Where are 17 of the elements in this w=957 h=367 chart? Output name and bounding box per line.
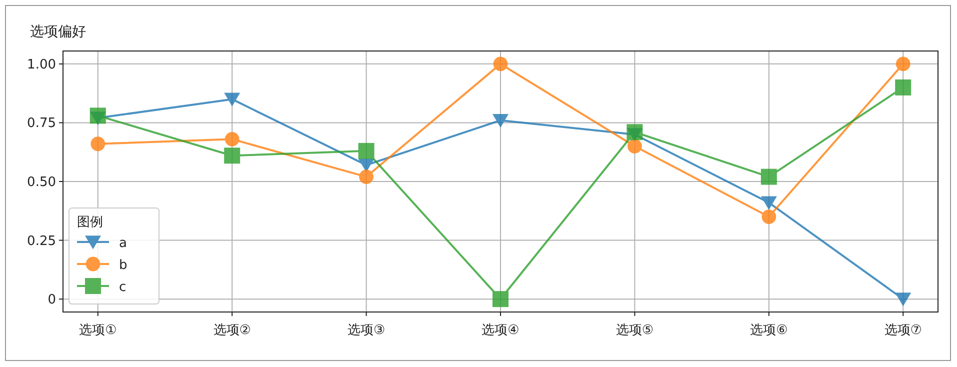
x-tick-label: 选项④ [482, 323, 520, 338]
x-tick-label: 选项⑦ [884, 323, 922, 338]
chart-title: 选项偏好 [30, 24, 86, 40]
x-tick-label: 选项⑤ [616, 323, 654, 338]
x-tick-label: 选项② [213, 323, 251, 338]
y-tick-label: 0.75 [27, 116, 56, 132]
legend-title: 图例 [77, 215, 103, 230]
x-tick-label: 选项① [79, 323, 117, 338]
y-tick-label: 0.50 [27, 175, 56, 190]
y-tick-label: 1.00 [27, 57, 56, 72]
y-tick-label: 0.25 [27, 234, 56, 249]
y-tick-label: 0 [48, 292, 56, 308]
legend-label: c [119, 280, 126, 295]
x-tick-label: 选项⑥ [750, 323, 788, 338]
legend-label: b [119, 258, 128, 273]
x-tick-label: 选项③ [347, 323, 386, 338]
legend-label: a [119, 236, 127, 251]
